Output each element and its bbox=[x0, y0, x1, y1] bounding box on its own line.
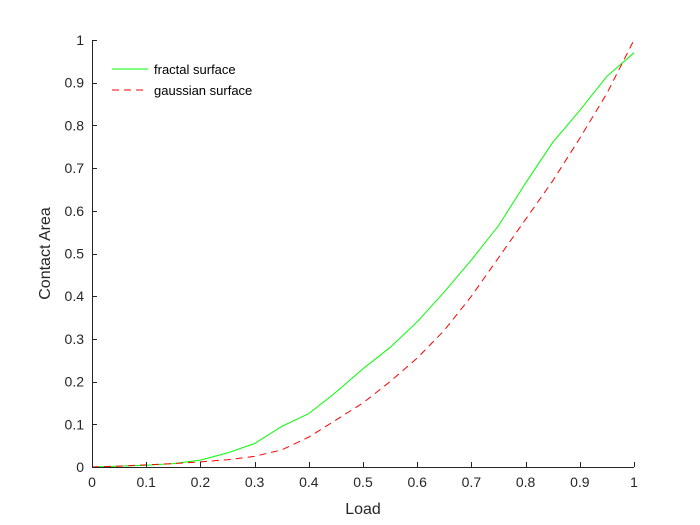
ticks-layer: 0 0.1 0.2 0.3 0.4 0.5 0.6 0.7 0.8 0.9 1 0 0.1 0.2 0.3 0… bbox=[65, 32, 639, 490]
series-line-fractal-surface bbox=[91, 52, 635, 468]
x-tick-label: 0.8 bbox=[516, 474, 536, 490]
x-tick-label: 0.4 bbox=[299, 474, 319, 490]
legend-label-fractal-surface: fractal surface bbox=[154, 62, 236, 77]
x-tick-label: 0.9 bbox=[570, 474, 590, 490]
series-layer bbox=[91, 39, 635, 468]
y-tick-label: 0.8 bbox=[65, 117, 85, 133]
x-tick-label: 0.6 bbox=[407, 474, 427, 490]
y-tick-label: 0 bbox=[76, 459, 84, 475]
axes-layer bbox=[92, 40, 634, 468]
series-line-gaussian-surface bbox=[91, 39, 635, 468]
y-tick-label: 0.9 bbox=[65, 75, 85, 91]
y-tick-label: 1 bbox=[76, 32, 84, 48]
x-tick-label: 0.3 bbox=[245, 474, 265, 490]
x-tick-label: 0.7 bbox=[462, 474, 482, 490]
y-tick-label: 0.5 bbox=[65, 246, 85, 262]
y-tick-label: 0.4 bbox=[65, 288, 85, 304]
x-tick-label: 0.2 bbox=[191, 474, 211, 490]
y-tick-label: 0.2 bbox=[65, 374, 85, 390]
y-tick-label: 0.3 bbox=[65, 331, 85, 347]
x-tick-label: 1 bbox=[630, 474, 638, 490]
x-tick-label: 0.1 bbox=[136, 474, 156, 490]
x-tick-label: 0.5 bbox=[353, 474, 373, 490]
x-axis-title: Load bbox=[345, 501, 381, 518]
legend-label-gaussian-surface: gaussian surface bbox=[154, 83, 252, 98]
y-tick-label: 0.1 bbox=[65, 416, 85, 432]
y-tick-label: 0.7 bbox=[65, 160, 85, 176]
legend: fractal surface gaussian surface bbox=[112, 62, 252, 98]
y-axis-title: Contact Area bbox=[37, 207, 54, 300]
y-tick-label: 0.6 bbox=[65, 203, 85, 219]
x-tick-label: 0 bbox=[88, 474, 96, 490]
